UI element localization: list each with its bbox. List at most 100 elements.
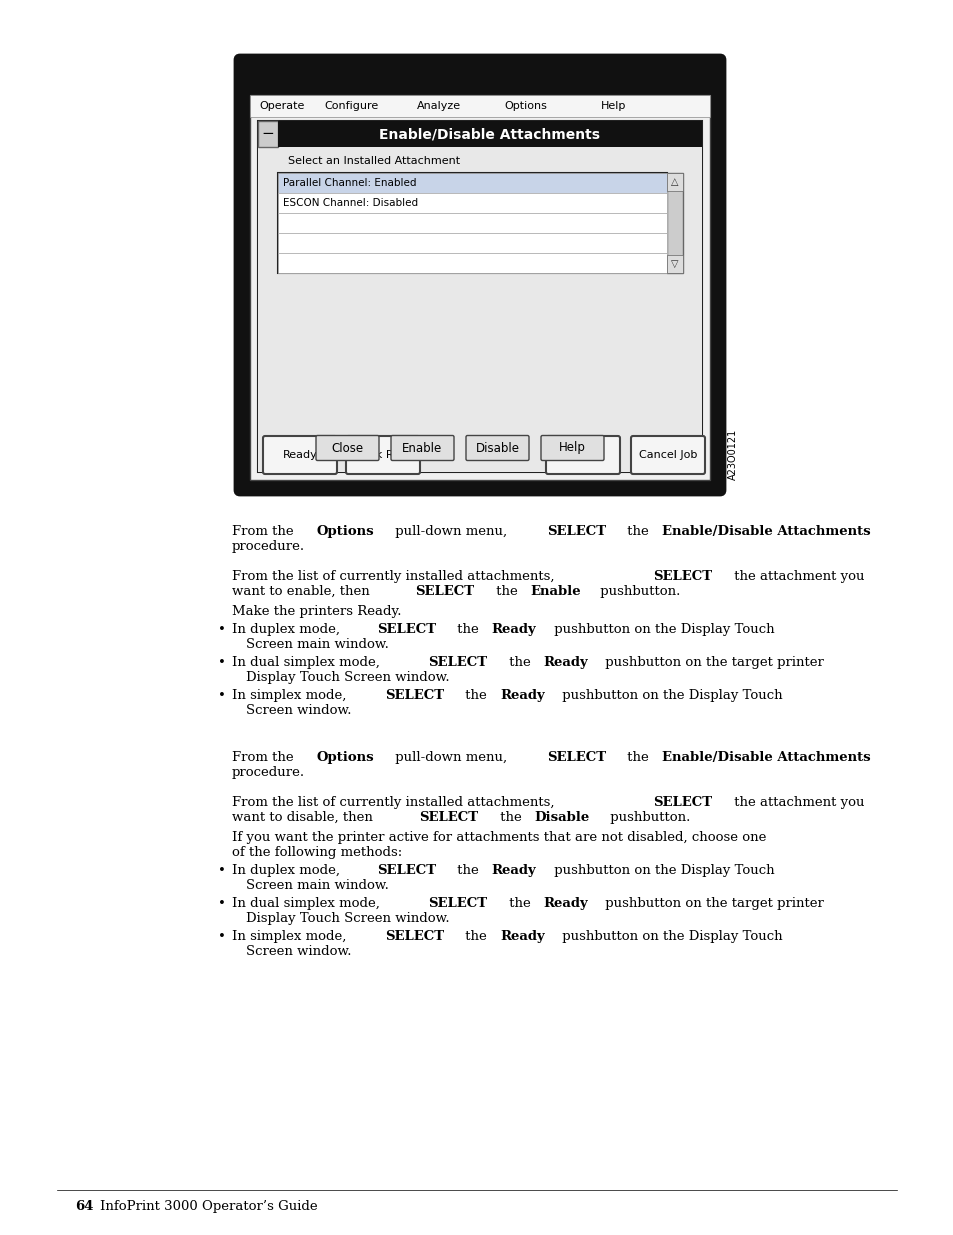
- Bar: [666, 173, 682, 273]
- Text: Ready: Ready: [542, 656, 587, 669]
- Text: pushbutton on the Display Touch: pushbutton on the Display Touch: [558, 689, 781, 701]
- Text: •: •: [218, 897, 226, 910]
- Text: In simplex mode,: In simplex mode,: [232, 689, 351, 701]
- Text: In duplex mode,: In duplex mode,: [232, 622, 344, 636]
- Text: •: •: [218, 622, 226, 636]
- Text: Disable: Disable: [475, 441, 519, 454]
- Text: pushbutton on the Display Touch: pushbutton on the Display Touch: [558, 930, 781, 944]
- Bar: [277, 173, 666, 273]
- Text: procedure.: procedure.: [232, 766, 305, 779]
- FancyBboxPatch shape: [540, 436, 603, 461]
- Text: Check Reset: Check Reset: [348, 450, 417, 459]
- Text: Ready: Ready: [282, 450, 317, 459]
- Text: From the list of currently installed attachments,: From the list of currently installed att…: [232, 797, 558, 809]
- Text: SELECT: SELECT: [415, 585, 474, 598]
- Text: Make the printers Ready.: Make the printers Ready.: [232, 605, 401, 618]
- Text: Parallel Channel: Enabled: Parallel Channel: Enabled: [283, 178, 416, 188]
- Text: the: the: [461, 689, 491, 701]
- Text: Enable/Disable Attachments: Enable/Disable Attachments: [661, 525, 869, 538]
- Text: Select an Installed Attachment: Select an Installed Attachment: [288, 156, 459, 165]
- Text: Operate: Operate: [259, 101, 305, 111]
- Text: want to disable, then: want to disable, then: [232, 811, 376, 824]
- Text: ESCON Channel: Disabled: ESCON Channel: Disabled: [283, 198, 417, 207]
- Text: Enable/Disable Attachments: Enable/Disable Attachments: [661, 751, 869, 764]
- FancyBboxPatch shape: [391, 436, 454, 461]
- Text: Analyze: Analyze: [416, 101, 460, 111]
- Text: Ready: Ready: [492, 864, 536, 877]
- Text: pull-down menu,: pull-down menu,: [391, 751, 511, 764]
- Text: Enable/Disable Attachments: Enable/Disable Attachments: [379, 127, 599, 141]
- Text: Help: Help: [600, 101, 625, 111]
- Text: pushbutton on the target printer: pushbutton on the target printer: [600, 656, 823, 669]
- Text: Options: Options: [316, 751, 375, 764]
- Text: the: the: [504, 897, 534, 910]
- Text: SELECT: SELECT: [385, 689, 444, 701]
- Bar: [666, 254, 682, 273]
- Text: If you want the printer active for attachments that are not disabled, choose one: If you want the printer active for attac…: [232, 831, 765, 844]
- Text: Screen main window.: Screen main window.: [246, 638, 389, 651]
- Text: From the list of currently installed attachments,: From the list of currently installed att…: [232, 571, 558, 583]
- Bar: [257, 121, 701, 472]
- Text: △: △: [671, 177, 678, 186]
- Bar: [277, 233, 666, 253]
- Text: the attachment you: the attachment you: [729, 797, 863, 809]
- Text: the: the: [461, 930, 491, 944]
- Text: A23O0121: A23O0121: [727, 429, 738, 480]
- Text: pull-down menu,: pull-down menu,: [391, 525, 511, 538]
- Text: the: the: [491, 585, 521, 598]
- Text: the: the: [453, 622, 482, 636]
- Text: pushbutton on the Display Touch: pushbutton on the Display Touch: [549, 864, 774, 877]
- Text: •: •: [218, 689, 226, 701]
- Text: pushbutton.: pushbutton.: [605, 811, 689, 824]
- FancyBboxPatch shape: [346, 436, 419, 474]
- Text: the: the: [453, 864, 482, 877]
- Text: SELECT: SELECT: [546, 525, 605, 538]
- Text: the: the: [622, 525, 652, 538]
- Text: In simplex mode,: In simplex mode,: [232, 930, 351, 944]
- Text: SELECT: SELECT: [546, 751, 605, 764]
- Text: Disable: Disable: [534, 811, 589, 824]
- Text: pushbutton on the target printer: pushbutton on the target printer: [600, 897, 823, 910]
- Text: the: the: [495, 811, 525, 824]
- Bar: [277, 121, 701, 147]
- Text: Screen window.: Screen window.: [246, 704, 351, 718]
- Text: Ready: Ready: [492, 622, 536, 636]
- Text: Options: Options: [504, 101, 547, 111]
- Text: pushbutton on the Display Touch: pushbutton on the Display Touch: [549, 622, 774, 636]
- Text: Options: Options: [316, 525, 375, 538]
- Text: From the: From the: [232, 525, 297, 538]
- Text: Screen main window.: Screen main window.: [246, 879, 389, 892]
- FancyBboxPatch shape: [545, 436, 619, 474]
- Text: Ready: Ready: [499, 930, 544, 944]
- Bar: [277, 212, 666, 233]
- Text: SELECT: SELECT: [376, 864, 436, 877]
- Text: SELECT: SELECT: [428, 897, 487, 910]
- Bar: [250, 95, 709, 117]
- Text: pushbutton.: pushbutton.: [595, 585, 679, 598]
- Text: the: the: [622, 751, 652, 764]
- Text: want to enable, then: want to enable, then: [232, 585, 374, 598]
- Text: of the following methods:: of the following methods:: [232, 846, 402, 860]
- Bar: [250, 95, 709, 480]
- Text: InfoPrint 3000 Operator’s Guide: InfoPrint 3000 Operator’s Guide: [100, 1200, 317, 1213]
- Text: Help: Help: [558, 441, 585, 454]
- Text: SELECT: SELECT: [653, 797, 712, 809]
- Text: SELECT: SELECT: [376, 622, 436, 636]
- Text: Enable: Enable: [402, 441, 442, 454]
- Text: Display Touch Screen window.: Display Touch Screen window.: [246, 911, 449, 925]
- Text: SELECT: SELECT: [418, 811, 477, 824]
- Bar: [257, 147, 701, 472]
- Text: −: −: [261, 126, 274, 142]
- Text: In duplex mode,: In duplex mode,: [232, 864, 344, 877]
- Text: In dual simplex mode,: In dual simplex mode,: [232, 897, 384, 910]
- Text: Cancel Job: Cancel Job: [639, 450, 697, 459]
- FancyBboxPatch shape: [234, 56, 724, 495]
- Bar: [277, 173, 666, 193]
- Bar: [666, 173, 682, 191]
- FancyBboxPatch shape: [465, 436, 529, 461]
- Text: Enable: Enable: [530, 585, 580, 598]
- Text: procedure.: procedure.: [232, 540, 305, 553]
- Text: NPRO: NPRO: [567, 450, 598, 459]
- Text: •: •: [218, 930, 226, 944]
- Text: •: •: [218, 864, 226, 877]
